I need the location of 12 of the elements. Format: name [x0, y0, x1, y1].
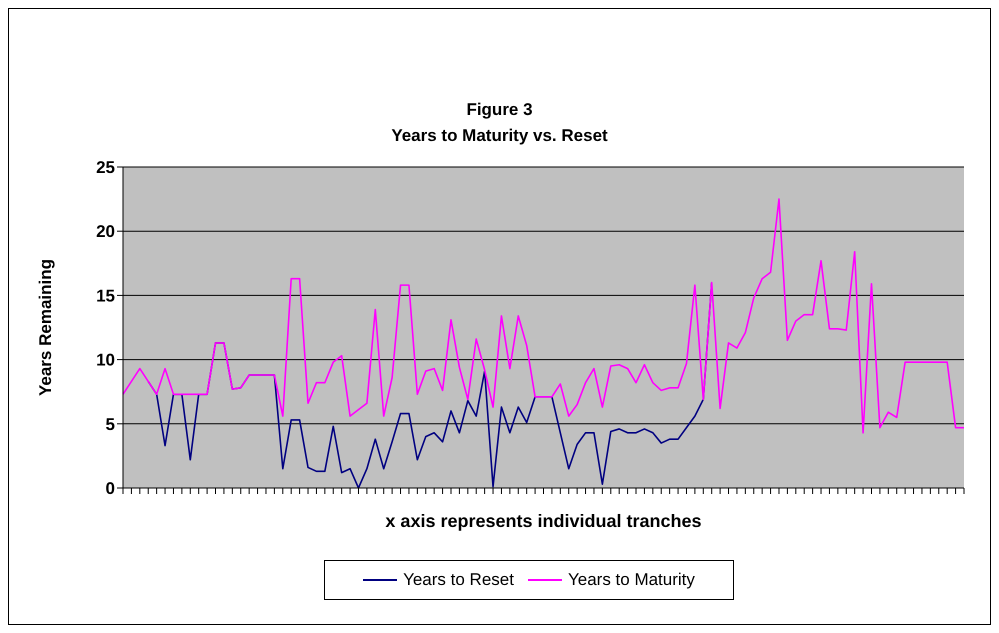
- y-axis-title: Years Remaining: [36, 258, 56, 396]
- legend-label: Years to Maturity: [568, 570, 695, 590]
- chart-title: Figure 3: [465, 99, 534, 121]
- y-tick-label: 20: [96, 222, 115, 242]
- y-tick-label: 5: [106, 414, 115, 434]
- y-tick-label: 0: [106, 479, 115, 498]
- y-tick-label: 10: [96, 350, 115, 370]
- legend-label: Years to Reset: [403, 570, 514, 590]
- y-tick-label: 25: [96, 158, 115, 178]
- chart-subtitle: Years to Maturity vs. Reset: [390, 125, 609, 147]
- x-axis-title: x axis represents individual tranches: [384, 511, 703, 532]
- y-tick-label: 15: [96, 286, 115, 306]
